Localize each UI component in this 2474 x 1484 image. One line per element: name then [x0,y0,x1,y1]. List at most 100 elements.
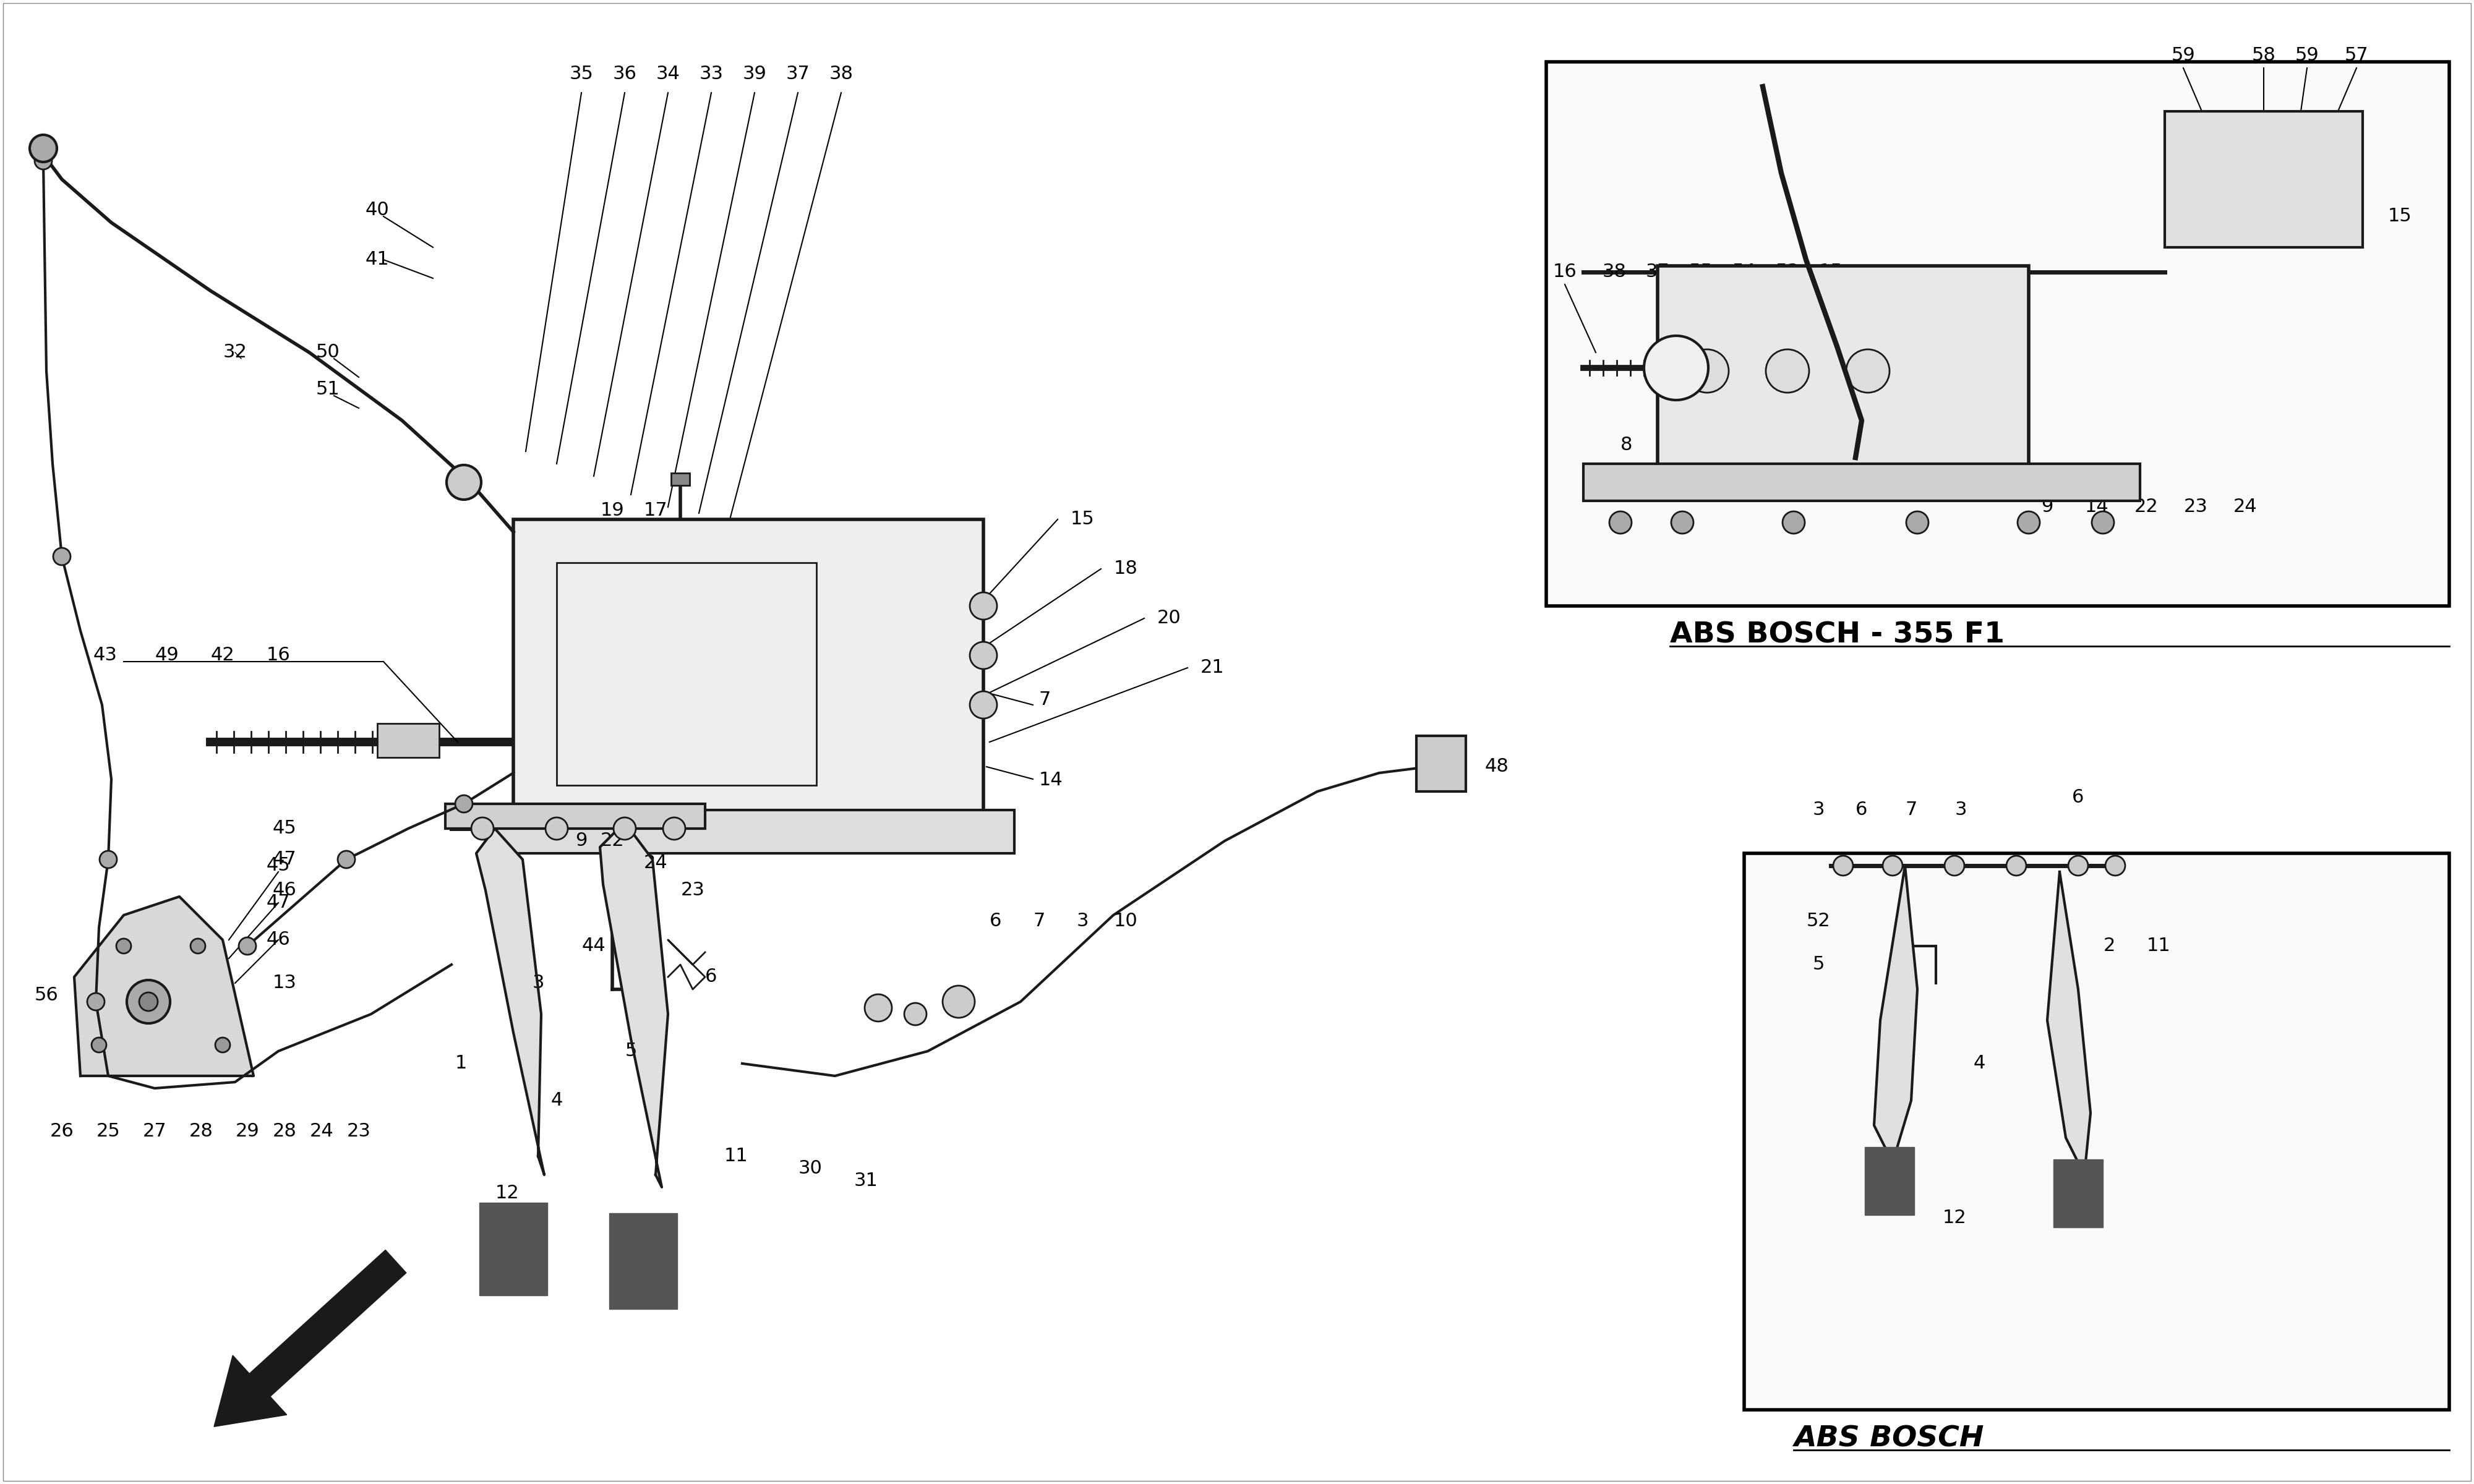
Text: 19: 19 [601,502,623,519]
Polygon shape [2048,871,2091,1175]
Text: 49: 49 [156,647,178,665]
Polygon shape [599,822,668,1187]
Text: 26: 26 [49,1122,74,1141]
Text: 50: 50 [317,343,339,362]
Circle shape [455,795,473,813]
Text: 6: 6 [1856,801,1868,819]
Text: 14: 14 [1039,772,1064,789]
Circle shape [1846,349,1890,393]
Bar [445,804,705,828]
Text: 29: 29 [235,1122,260,1141]
Text: 1: 1 [1900,1172,1910,1190]
Circle shape [445,464,480,500]
Text: 7: 7 [1039,690,1051,708]
Text: 30: 30 [799,1159,821,1178]
Text: 23: 23 [680,881,705,899]
Text: 22: 22 [2135,499,2157,516]
Text: 57: 57 [2345,46,2368,65]
Text: 15: 15 [1071,510,1094,528]
Circle shape [663,818,685,840]
Circle shape [126,979,171,1024]
Bar [2053,1159,2103,1227]
Text: 28: 28 [272,1122,297,1141]
Circle shape [1672,512,1692,534]
Circle shape [1905,512,1930,534]
Bar [1415,736,1465,791]
Text: 11: 11 [2147,936,2170,956]
Bar [609,1214,678,1309]
Text: 9: 9 [576,833,586,850]
FancyArrow shape [215,1250,406,1426]
Bar [1744,853,2449,1410]
Text: ABS BOSCH: ABS BOSCH [1794,1425,1984,1453]
Text: 45: 45 [272,819,297,837]
Circle shape [336,850,356,868]
Text: 23: 23 [346,1122,371,1141]
Circle shape [1883,856,1903,876]
Text: 12: 12 [1942,1209,1967,1227]
Circle shape [866,994,891,1021]
Text: 16: 16 [267,647,289,665]
Circle shape [30,135,57,162]
Text: 47: 47 [267,893,289,911]
Text: 17: 17 [643,502,668,519]
Text: 21: 21 [1200,659,1225,677]
Circle shape [2019,512,2039,534]
Text: 1: 1 [455,1055,468,1073]
Circle shape [99,850,116,868]
Text: 6: 6 [705,968,717,985]
Text: 2: 2 [495,1252,507,1270]
Text: 25: 25 [96,1122,121,1141]
Text: 13: 13 [272,974,297,993]
Circle shape [2068,856,2088,876]
Text: 39: 39 [742,65,767,83]
Bar [670,473,690,485]
Text: 15: 15 [2387,208,2412,226]
Circle shape [1643,335,1707,401]
Text: 38: 38 [1603,263,1625,280]
Text: 3: 3 [1954,801,1967,819]
Circle shape [2105,856,2125,876]
Circle shape [2093,512,2113,534]
Text: 53: 53 [1776,263,1799,280]
Circle shape [92,1037,106,1052]
Text: 16: 16 [1554,263,1576,280]
Circle shape [1781,512,1806,534]
Circle shape [614,818,636,840]
Circle shape [35,151,52,169]
Text: 7: 7 [1905,801,1917,819]
Bar [557,562,816,785]
Bar [1546,62,2449,605]
Text: 5: 5 [626,1042,636,1060]
Text: 27: 27 [143,1122,166,1141]
Circle shape [87,993,104,1011]
Text: ABS BOSCH - 355 F1: ABS BOSCH - 355 F1 [1670,622,2004,650]
Text: 3: 3 [1076,913,1089,930]
Text: 9: 9 [2041,499,2053,516]
Text: 45: 45 [267,856,289,874]
Circle shape [1833,856,1853,876]
Text: 10: 10 [1113,913,1138,930]
Bar [480,1202,547,1296]
Circle shape [1685,349,1729,393]
Text: 24: 24 [309,1122,334,1141]
Text: 14: 14 [2086,499,2108,516]
Text: 31: 31 [854,1172,878,1190]
Circle shape [116,938,131,953]
Circle shape [943,985,975,1018]
Text: 55: 55 [1690,263,1712,280]
Text: 6: 6 [2073,788,2083,807]
Text: 24: 24 [643,853,668,871]
Circle shape [238,938,257,954]
Polygon shape [475,828,544,1175]
Text: 37: 37 [787,65,809,83]
Circle shape [139,993,158,1011]
Text: 46: 46 [272,881,297,899]
Bar [2165,111,2363,248]
Text: 8: 8 [1620,436,1633,454]
Circle shape [544,818,569,840]
Circle shape [970,692,997,718]
Text: 41: 41 [366,251,388,269]
Text: 52: 52 [1806,913,1831,930]
Text: 38: 38 [829,65,854,83]
